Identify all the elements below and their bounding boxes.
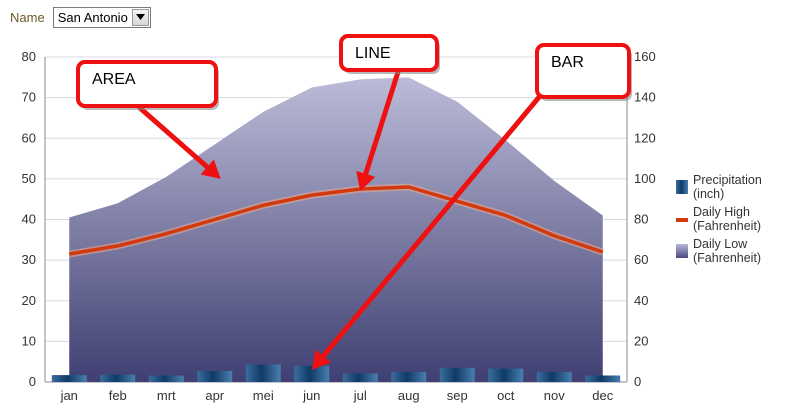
annotation-arrow-head <box>356 170 376 192</box>
left-axis-tick-label: 0 <box>29 374 36 389</box>
legend-swatch-line <box>676 218 688 222</box>
callout-text: AREA <box>92 71 136 88</box>
legend-swatch-bar <box>676 180 688 194</box>
callout-box <box>535 43 631 99</box>
x-axis-tick-label: apr <box>205 388 224 403</box>
bar-precipitation-nov <box>536 371 572 382</box>
left-axis-tick-label: 60 <box>22 130 36 145</box>
filter-bar: Name San Antonio <box>10 6 151 28</box>
annotation-arrow-head <box>200 159 221 179</box>
bar-precipitation-dec <box>585 375 621 382</box>
x-axis-tick-label: sep <box>447 388 468 403</box>
right-axis-tick-label: 120 <box>634 130 656 145</box>
callout-box <box>339 34 439 72</box>
right-axis-tick-label: 140 <box>634 90 656 105</box>
right-axis-tick-label: 100 <box>634 171 656 186</box>
filter-label: Name <box>10 9 45 25</box>
x-axis-tick-label: nov <box>544 388 565 403</box>
annotation-arrow-shaft <box>363 69 401 177</box>
bar-precipitation-jun <box>294 365 330 382</box>
right-axis-tick-label: 80 <box>634 212 648 227</box>
x-axis-tick-label: jan <box>60 388 78 403</box>
left-axis-tick-label: 20 <box>22 293 36 308</box>
bar-precipitation-aug <box>391 371 427 382</box>
annotation-arrow-shaft <box>137 105 210 170</box>
left-axis-tick-label: 70 <box>22 90 36 105</box>
right-axis-tick-label: 40 <box>634 293 648 308</box>
bar-precipitation-mrt <box>148 375 184 382</box>
callout-box <box>76 60 218 108</box>
x-axis-tick-label: mrt <box>157 388 176 403</box>
left-axis-tick-label: 40 <box>22 212 36 227</box>
series-line-daily-high <box>68 185 604 256</box>
city-select[interactable]: San Antonio <box>52 6 151 28</box>
legend-label: (inch) <box>693 187 724 201</box>
annotation-arrow-shaft <box>320 87 548 359</box>
legend-label: Precipitation <box>693 173 762 187</box>
x-axis-tick-label: mei <box>253 388 274 403</box>
left-axis-tick-label: 10 <box>22 333 36 348</box>
left-axis-tick-label: 30 <box>22 252 36 267</box>
legend-label: Daily Low <box>693 237 748 251</box>
bar-precipitation-oct <box>488 368 524 382</box>
annotation-arrow-head <box>311 349 331 370</box>
legend-swatch-area <box>676 244 688 258</box>
bar-precipitation-jul <box>342 373 378 382</box>
x-axis-tick-label: jul <box>353 388 367 403</box>
callout-text: LINE <box>355 45 391 62</box>
legend-label: (Fahrenheit) <box>693 251 761 265</box>
legend-label: (Fahrenheit) <box>693 219 761 233</box>
callout-text: BAR <box>551 54 584 71</box>
right-axis-tick-label: 0 <box>634 374 641 389</box>
x-axis-tick-label: aug <box>398 388 420 403</box>
x-axis-tick-label: jun <box>302 388 320 403</box>
bar-precipitation-feb <box>100 374 136 382</box>
chevron-down-icon[interactable] <box>131 8 149 26</box>
right-axis-tick-label: 60 <box>634 252 648 267</box>
city-select-value: San Antonio <box>57 9 128 25</box>
bar-precipitation-mei <box>245 364 281 382</box>
bar-precipitation-jan <box>51 375 87 382</box>
x-axis-tick-label: dec <box>592 388 613 403</box>
bar-precipitation-apr <box>197 371 233 382</box>
series-area-daily-low <box>69 77 603 382</box>
legend-label: Daily High <box>693 205 750 219</box>
left-axis-tick-label: 80 <box>22 49 36 64</box>
left-axis-tick-label: 50 <box>22 171 36 186</box>
right-axis-tick-label: 20 <box>634 333 648 348</box>
bar-precipitation-sep <box>439 367 475 382</box>
x-axis-tick-label: oct <box>497 388 515 403</box>
right-axis-tick-label: 160 <box>634 49 656 64</box>
x-axis-tick-label: feb <box>109 388 127 403</box>
